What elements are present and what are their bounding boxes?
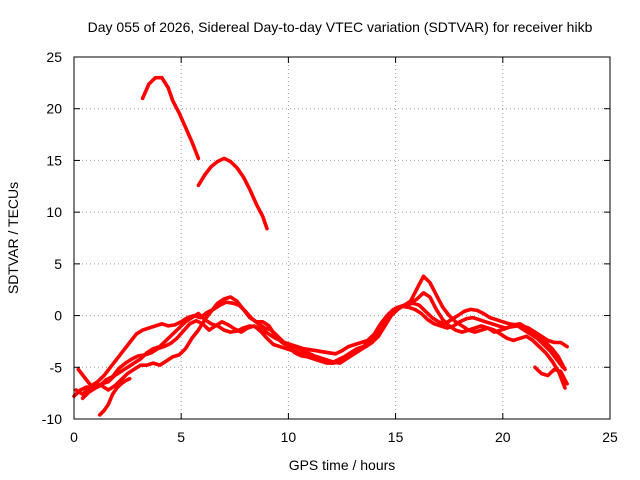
series-track-a — [140, 75, 201, 161]
y-tick-label: 25 — [46, 49, 62, 65]
x-tick-label: 20 — [495, 429, 511, 445]
x-tick-label: 25 — [602, 429, 618, 445]
y-tick-label: -10 — [42, 411, 62, 427]
series-track-h — [533, 365, 569, 386]
series-track-d — [76, 300, 569, 388]
series-track-e — [80, 274, 567, 401]
grid — [74, 57, 610, 419]
y-tick-label: 10 — [46, 204, 62, 220]
y-axis-label: SDTVAR / TECUs — [5, 182, 21, 294]
ticks — [73, 56, 611, 420]
series-track-f — [74, 290, 567, 397]
series-track-g — [97, 376, 132, 417]
x-tick-label: 15 — [388, 429, 404, 445]
y-tick-label: 5 — [54, 256, 62, 272]
y-tick-label: 0 — [54, 308, 62, 324]
x-tick-label: 10 — [281, 429, 297, 445]
tick-labels: 0 5 10 15 20 25 -10 -5 0 5 10 15 20 25 — [42, 49, 618, 445]
series-track-b — [196, 156, 269, 231]
y-tick-label: 15 — [46, 152, 62, 168]
x-tick-label: 5 — [177, 429, 185, 445]
y-tick-label: 20 — [46, 101, 62, 117]
x-axis-label: GPS time / hours — [289, 457, 396, 473]
chart-title: Day 055 of 2026, Sidereal Day-to-day VTE… — [88, 19, 593, 35]
y-tick-label: -5 — [50, 359, 63, 375]
plot-frame — [73, 56, 611, 420]
series-group — [72, 75, 569, 417]
x-tick-label: 0 — [70, 429, 78, 445]
